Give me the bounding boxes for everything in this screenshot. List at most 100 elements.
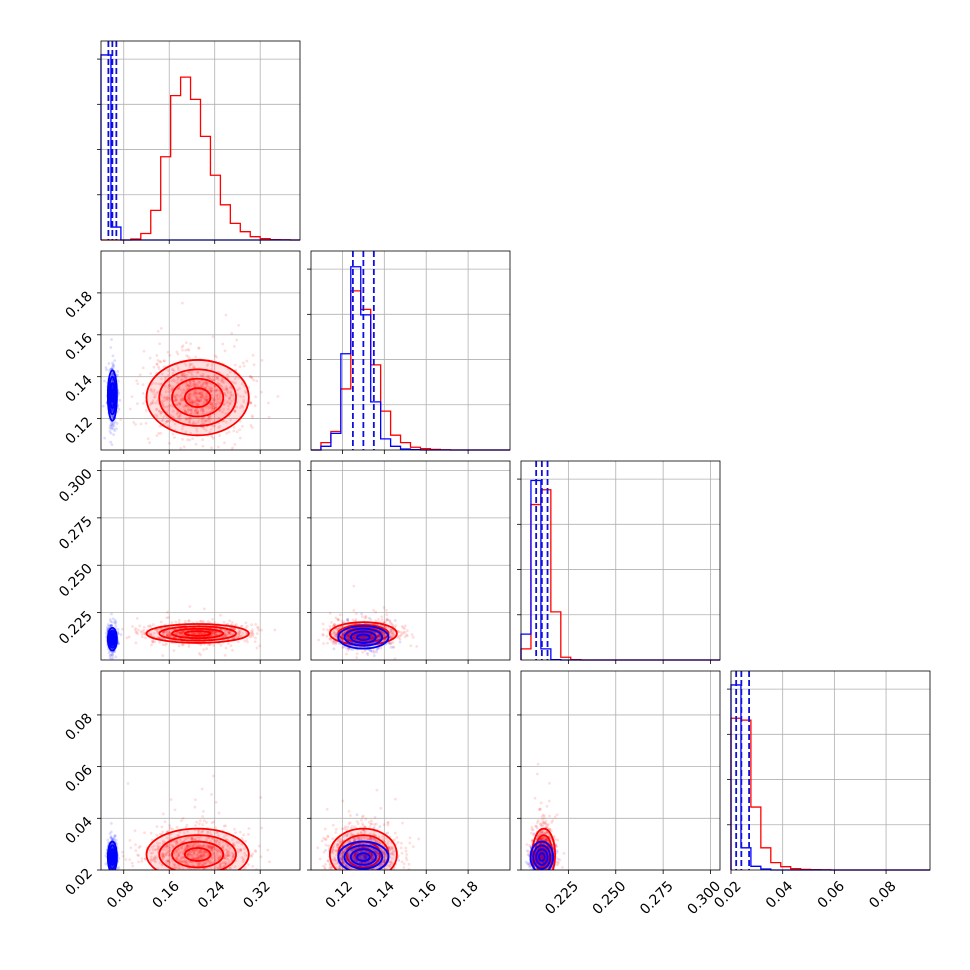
red-point — [161, 643, 165, 647]
red-point — [192, 366, 196, 369]
red-point — [169, 630, 172, 634]
red-point — [221, 342, 225, 346]
red-point — [165, 420, 169, 423]
red-point — [214, 406, 218, 410]
red-point — [205, 418, 208, 422]
red-point — [152, 365, 156, 369]
red-point — [214, 389, 217, 392]
red-point — [193, 463, 196, 466]
red-point — [202, 381, 205, 385]
red-point — [160, 419, 164, 422]
y-tick-label: 0.250 — [56, 561, 96, 601]
red-point — [191, 631, 195, 635]
red-point — [180, 377, 184, 381]
red-point — [201, 421, 205, 425]
blue-point — [114, 877, 117, 880]
red-point — [217, 842, 221, 846]
histogram-grid — [730, 671, 887, 870]
red-point — [392, 633, 396, 637]
red-point — [215, 630, 219, 634]
red-point — [187, 619, 191, 623]
y-tick-label: 0.14 — [62, 372, 95, 405]
red-point — [221, 378, 224, 382]
red-point — [248, 375, 252, 379]
red-point — [168, 631, 172, 635]
red-point — [205, 397, 209, 401]
red-point — [168, 403, 171, 407]
red-point — [168, 383, 171, 387]
red-point — [191, 402, 195, 406]
red-point — [254, 636, 257, 640]
red-point — [201, 382, 205, 386]
red-point — [397, 636, 401, 639]
red-point — [156, 636, 159, 639]
red-point — [235, 405, 239, 409]
red-point — [197, 631, 201, 635]
red-point — [188, 605, 192, 608]
y-tick-label: 0.18 — [62, 288, 95, 321]
red-point — [191, 632, 194, 636]
red-point — [229, 394, 233, 398]
red-point — [130, 395, 134, 399]
red-point — [332, 623, 336, 627]
red-point — [337, 626, 341, 630]
red-point — [177, 621, 181, 625]
red-point — [405, 634, 409, 638]
red-contour — [328, 621, 398, 646]
red-point — [213, 621, 217, 624]
red-point — [188, 416, 192, 419]
red-point — [140, 635, 144, 639]
red-point — [220, 385, 224, 389]
red-contour — [145, 359, 250, 437]
red-point — [253, 404, 257, 408]
red-point — [250, 630, 254, 633]
red-point — [181, 424, 185, 428]
red-point — [204, 381, 208, 385]
blue-point — [111, 871, 114, 874]
red-point — [184, 417, 188, 421]
red-point — [204, 392, 208, 396]
blue-point — [107, 362, 111, 365]
red-point — [393, 657, 397, 660]
red-point — [215, 840, 219, 844]
red-point — [216, 381, 220, 385]
red-point — [201, 407, 205, 411]
blue-point — [109, 830, 113, 834]
blue-point — [110, 427, 113, 431]
histogram-grid — [342, 251, 469, 450]
y-tick-label: 0.12 — [62, 414, 95, 447]
red-point — [210, 393, 214, 397]
red-point — [177, 644, 181, 648]
red-point — [180, 631, 184, 635]
red-point — [235, 430, 239, 434]
red-point — [361, 651, 364, 654]
blue-point — [108, 424, 112, 428]
blue-point — [109, 875, 112, 878]
blue-point — [371, 634, 375, 638]
blue-point — [104, 862, 108, 866]
blue-point — [111, 363, 115, 367]
blue-point — [344, 646, 348, 650]
red-point — [233, 627, 237, 631]
blue-point — [110, 624, 114, 628]
red-point — [175, 398, 178, 402]
red-point — [223, 393, 227, 397]
red-point — [197, 346, 201, 350]
red-contour — [337, 624, 390, 643]
blue-point — [389, 630, 392, 634]
red-point — [185, 341, 188, 345]
red-point — [325, 634, 329, 638]
blue-point — [110, 623, 113, 627]
red-point — [385, 617, 389, 621]
red-point — [341, 633, 345, 637]
red-point — [189, 416, 192, 420]
red-point — [232, 429, 236, 433]
red-point — [188, 380, 192, 384]
red-point — [249, 635, 253, 639]
red-point — [216, 445, 220, 449]
red-point — [218, 631, 221, 635]
red-point — [223, 349, 227, 353]
red-point — [229, 418, 233, 422]
red-histogram — [730, 717, 930, 871]
red-point — [203, 380, 207, 384]
